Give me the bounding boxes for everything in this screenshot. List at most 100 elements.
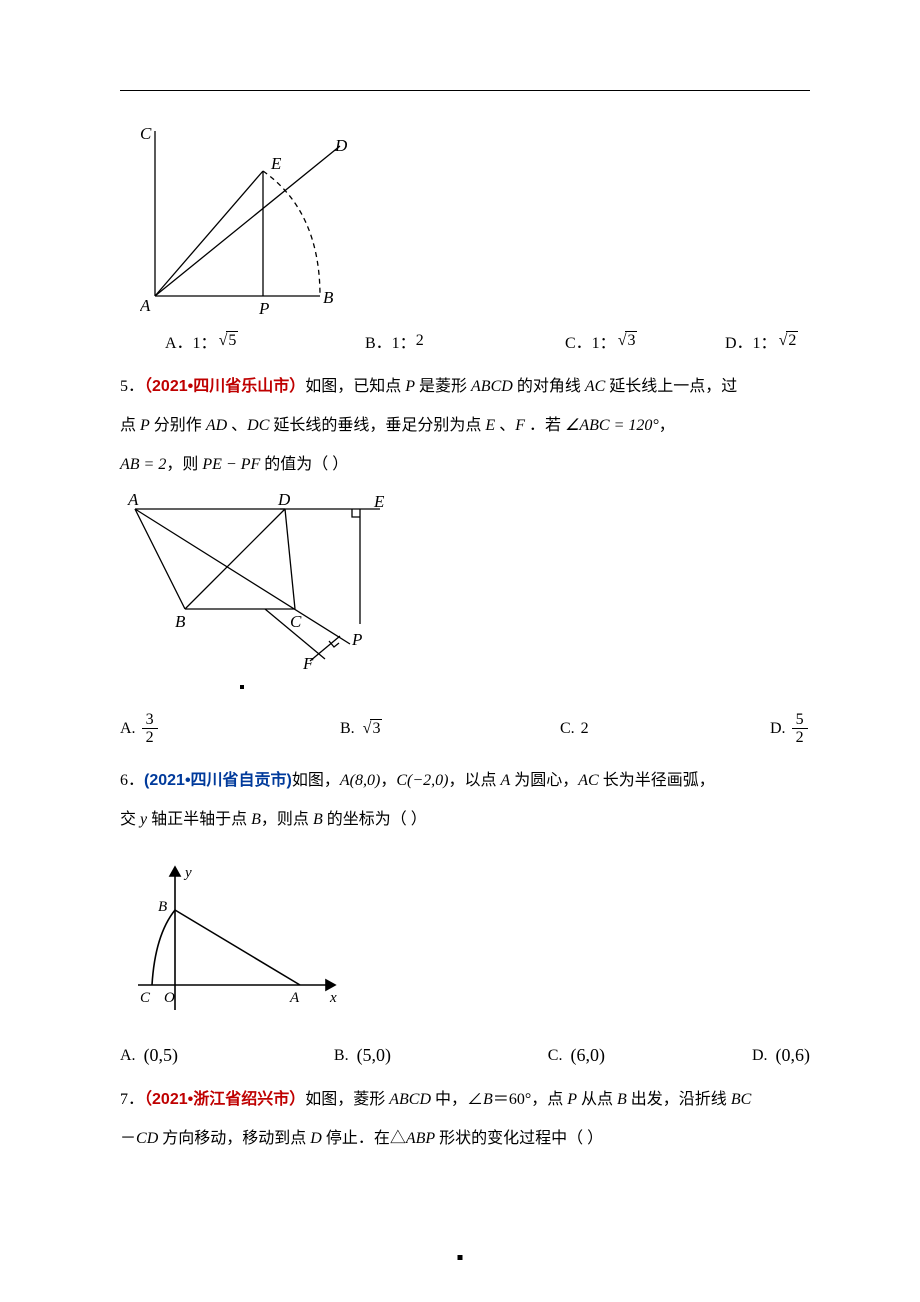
q4-svg: C D E A P B: [140, 121, 360, 321]
q6-C-label: C.: [548, 1047, 563, 1065]
q5-l2c: 、: [227, 417, 247, 434]
q4-B-prefix: B．1：: [365, 329, 416, 353]
q5-svg: A D E B C P F: [120, 489, 400, 679]
q5-lbl-F: F: [302, 654, 314, 673]
q7-P: P: [567, 1091, 577, 1108]
q5-B-sqrt: 3: [361, 720, 383, 738]
q5-expr: PE − PF: [202, 456, 260, 473]
q6-lbl-x: x: [329, 990, 337, 1006]
q5-A-label: A.: [120, 720, 136, 738]
q5-t1: 如图，已知点: [305, 378, 405, 395]
q7-t2: 中，∠: [431, 1091, 483, 1108]
q7-pre: －: [120, 1130, 136, 1147]
q5-AB2: AB = 2: [120, 456, 166, 473]
q6-l2a: 交: [120, 811, 140, 828]
q5-l2e: 、: [495, 417, 515, 434]
q7-B2: B: [617, 1091, 627, 1108]
q6-C: C(−2,0): [396, 772, 448, 789]
q5-line1: 5．（2021•四川省乐山市）如图，已知点 P 是菱形 ABCD 的对角线 AC…: [120, 369, 810, 404]
q4-label-E: E: [270, 154, 282, 173]
q5-AC: AC: [585, 378, 605, 395]
q4-D-prefix: D．1：: [725, 329, 777, 353]
q6-l2c: ，则点: [261, 811, 313, 828]
q4-label-P: P: [258, 299, 269, 318]
q4-D-sqrt: 2: [777, 332, 799, 350]
q4-A-sqrt: 5: [217, 332, 239, 350]
q5-P2: P: [140, 417, 150, 434]
q6-line1: 6．(2021•四川省自贡市)如图，A(8,0)，C(−2,0)，以点 A 为圆…: [120, 763, 810, 798]
q5-options: A. 3 2 B. 3 C. 2 D. 5 2: [120, 711, 810, 747]
figure-q5: A D E B C P F: [120, 489, 810, 697]
figure-q4: C D E A P B: [140, 121, 810, 321]
q6-svg: y x B C O A: [130, 855, 350, 1025]
q4-options: A．1： 5 B．1： 2 C．1： 3 D．1： 2: [165, 329, 810, 353]
page: C D E A P B A．1： 5 B．1： 2 C．1： 3 D．1： 2: [0, 0, 920, 1302]
q5-l2b: 分别作: [150, 417, 206, 434]
q7-t4: 出发，沿折线: [627, 1091, 731, 1108]
q5-l3b: ，则: [166, 456, 202, 473]
q6-B: B: [251, 811, 261, 828]
q7-ABP: ABP: [406, 1130, 435, 1147]
q6-lbl-B: B: [158, 899, 167, 915]
q7-l2c: 形状的变化过程中（ ）: [435, 1130, 603, 1147]
q4-opt-A: A．1： 5: [165, 329, 365, 353]
q4-C-prefix: C．1：: [565, 329, 616, 353]
q6-t3: 为圆心，: [510, 772, 578, 789]
q6-source: (2021•四川省自贡市): [144, 772, 292, 789]
q7-BC: BC: [731, 1091, 751, 1108]
q5-angle: ∠ABC = 120°: [565, 417, 659, 434]
q6-l2b: 轴正半轴于点: [147, 811, 251, 828]
footer-dot: [458, 1255, 463, 1260]
q5-t2: 是菱形: [415, 378, 471, 395]
top-rule: [120, 90, 810, 91]
q4-opt-B: B．1： 2: [365, 329, 565, 353]
q6-tA: A: [500, 772, 510, 789]
q6-D-label: D.: [752, 1047, 768, 1065]
q6-lbl-y: y: [183, 865, 192, 881]
q5-line3: AB = 2，则 PE − PF 的值为（ ）: [120, 447, 810, 482]
q6-t1: 如图，: [292, 772, 340, 789]
q5-l3c: 的值为（ ）: [260, 456, 348, 473]
q6-c1: ，: [380, 772, 396, 789]
q5-ABCD: ABCD: [471, 378, 513, 395]
q5-C-label: C.: [560, 720, 575, 738]
q5-opt-C: C. 2: [560, 720, 770, 738]
q5-DC: DC: [247, 417, 269, 434]
q5-lbl-D: D: [277, 490, 291, 509]
q6-D-val: (0,6): [776, 1045, 811, 1066]
q7-t3: 从点: [577, 1091, 617, 1108]
q5-l2f: ．若: [525, 417, 565, 434]
q6-tAC: AC: [578, 772, 598, 789]
q6-lbl-A: A: [289, 990, 300, 1006]
q6-opt-D: D. (0,6): [752, 1045, 810, 1066]
q6-t4: 长为半径画弧，: [599, 772, 715, 789]
q5-t3: 的对角线: [513, 378, 585, 395]
q5-C-val: 2: [581, 720, 589, 738]
q5-num: 5．: [120, 378, 144, 395]
q6-B-label: B.: [334, 1047, 349, 1065]
q5-comma1: ，: [659, 417, 675, 434]
q6-opt-A: A. (0,5): [120, 1045, 334, 1066]
q4-opt-C: C．1： 3: [565, 329, 725, 353]
q6-options: A. (0,5) B. (5,0) C. (6,0) D. (0,6): [120, 1045, 810, 1066]
q5-line2: 点 P 分别作 AD 、DC 延长线的垂线，垂足分别为点 E 、F ．若 ∠AB…: [120, 408, 810, 443]
q5-lbl-A: A: [127, 490, 139, 509]
q7-eq60: ＝60°，点: [493, 1091, 567, 1108]
q4-B-val: 2: [416, 332, 424, 350]
q4-label-D: D: [334, 136, 348, 155]
q7-l2b: 停止．在△: [322, 1130, 406, 1147]
q4-label-A: A: [140, 296, 151, 315]
q7-line2: －CD 方向移动，移动到点 D 停止．在△ABP 形状的变化过程中（ ）: [120, 1121, 810, 1156]
q6-C-val: (6,0): [570, 1045, 605, 1066]
q6-opt-B: B. (5,0): [334, 1045, 548, 1066]
q6-t2: ，以点: [448, 772, 500, 789]
q5-E: E: [485, 417, 495, 434]
q7-B: B: [483, 1091, 493, 1108]
q7-ABCD: ABCD: [389, 1091, 431, 1108]
q6-opt-C: C. (6,0): [548, 1045, 752, 1066]
q5-B-label: B.: [340, 720, 355, 738]
q6-A: A(8,0): [340, 772, 380, 789]
q5-l2d: 延长线的垂线，垂足分别为点: [269, 417, 485, 434]
q4-label-B: B: [323, 288, 334, 307]
q6-B2: B: [313, 811, 323, 828]
